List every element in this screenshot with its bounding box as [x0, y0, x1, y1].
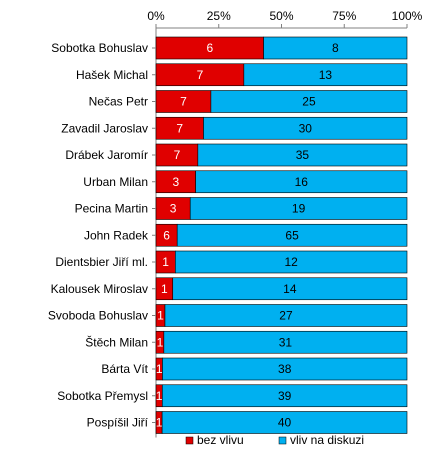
- x-tick-label: 25%: [207, 9, 231, 23]
- category-label: Svoboda Bohuslav: [48, 309, 148, 323]
- x-tick-label: 50%: [269, 9, 293, 23]
- data-label-bez-vlivu: 6: [163, 228, 170, 242]
- bar-vliv-na-diskuzi: [161, 411, 408, 434]
- data-label-vliv-na-diskuzi: 25: [302, 95, 316, 109]
- category-labels: Sobotka Bohuslav Hašek Michal Nečas Petr Za…: [48, 41, 156, 430]
- category-label: John Radek: [84, 228, 149, 242]
- data-label-bez-vlivu: 7: [180, 95, 187, 109]
- data-label-bez-vlivu: 7: [176, 121, 183, 135]
- data-label-bez-vlivu: 7: [197, 68, 204, 82]
- data-label-vliv-na-diskuzi: 16: [295, 175, 309, 189]
- data-label-bez-vlivu: 6: [206, 41, 213, 55]
- x-tick-label: 100%: [392, 9, 423, 23]
- data-label-vliv-na-diskuzi: 38: [278, 362, 292, 376]
- data-label-vliv-na-diskuzi: 8: [332, 41, 339, 55]
- legend-swatch: [278, 436, 287, 445]
- legend-swatch: [185, 436, 194, 445]
- x-tick-label: 75%: [332, 9, 356, 23]
- data-label-bez-vlivu: 3: [172, 175, 179, 189]
- bar-vliv-na-diskuzi: [195, 170, 408, 194]
- bar-vliv-na-diskuzi: [161, 384, 408, 408]
- bar-vliv-na-diskuzi: [162, 357, 408, 381]
- data-label-bez-vlivu: 3: [170, 202, 177, 216]
- category-label: Štěch Milan: [85, 334, 148, 349]
- legend-label: vliv na diskuzi: [290, 433, 364, 447]
- category-label: Urban Milan: [83, 175, 148, 189]
- data-label-vliv-na-diskuzi: 19: [292, 202, 306, 216]
- bar-vliv-na-diskuzi: [210, 90, 408, 113]
- data-label-bez-vlivu: 1: [162, 255, 169, 269]
- data-label-bez-vlivu: 1: [157, 335, 164, 349]
- data-label-vliv-na-diskuzi: 12: [284, 255, 298, 269]
- data-label-bez-vlivu: 1: [156, 362, 163, 376]
- bar-vliv-na-diskuzi: [172, 277, 408, 301]
- category-label: Drábek Jaromír: [65, 148, 148, 162]
- category-label: Bárta Vít: [101, 362, 148, 376]
- data-label-bez-vlivu: 1: [156, 389, 163, 403]
- data-label-bez-vlivu: 1: [157, 309, 164, 323]
- data-label-bez-vlivu: 1: [156, 416, 163, 430]
- bar-vliv-na-diskuzi: [263, 36, 408, 60]
- data-label-vliv-na-diskuzi: 31: [279, 335, 293, 349]
- category-label: Hašek Michal: [76, 68, 148, 82]
- bar-vliv-na-diskuzi: [243, 63, 408, 87]
- data-label-bez-vlivu: 1: [161, 282, 168, 296]
- data-label-bez-vlivu: 7: [174, 148, 181, 162]
- data-label-vliv-na-diskuzi: 30: [299, 121, 313, 135]
- category-label: Pecina Martin: [75, 202, 148, 216]
- category-label: Sobotka Přemysl: [57, 389, 148, 403]
- category-label: Pospíšil Jiří: [87, 416, 149, 430]
- data-label-vliv-na-diskuzi: 40: [278, 416, 292, 430]
- data-label-vliv-na-diskuzi: 14: [283, 282, 297, 296]
- bar-vliv-na-diskuzi: [197, 143, 408, 167]
- bars-group: 6 8 7 13 7 25 7 30 7 35 3 16 3 19 6 65 1 12 1 14 1 27 1 31 1 38 1 3…: [155, 36, 408, 434]
- category-label: Sobotka Bohuslav: [51, 41, 148, 55]
- bar-vliv-na-diskuzi: [203, 116, 408, 140]
- data-label-vliv-na-diskuzi: 65: [285, 228, 299, 242]
- bar-vliv-na-diskuzi: [175, 250, 408, 274]
- category-label: Nečas Petr: [89, 95, 148, 109]
- category-label: Kalousek Miroslav: [51, 282, 148, 296]
- x-tick-label: 0%: [147, 9, 165, 23]
- bar-vliv-na-diskuzi: [176, 223, 408, 247]
- legend-label: bez vlivu: [197, 433, 244, 447]
- data-label-vliv-na-diskuzi: 39: [278, 389, 292, 403]
- category-label: Dientsbier Jiří ml.: [55, 255, 148, 269]
- data-label-vliv-na-diskuzi: 27: [279, 309, 293, 323]
- bar-vliv-na-diskuzi: [164, 304, 408, 327]
- data-label-vliv-na-diskuzi: 35: [296, 148, 310, 162]
- category-label: Zavadil Jaroslav: [61, 121, 148, 135]
- bar-vliv-na-diskuzi: [163, 330, 408, 354]
- legend: bez vlivu vliv na diskuzi: [185, 433, 364, 447]
- bar-vliv-na-diskuzi: [189, 197, 408, 220]
- data-label-vliv-na-diskuzi: 13: [319, 68, 333, 82]
